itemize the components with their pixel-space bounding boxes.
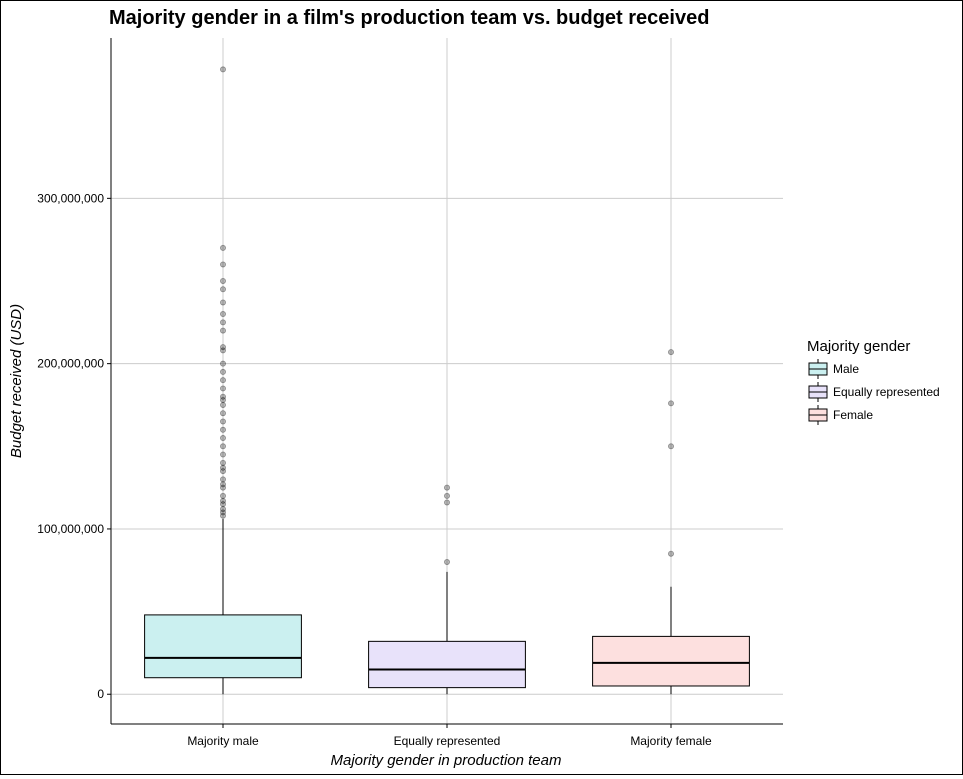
x-axis-title: Majority gender in production team <box>331 752 562 769</box>
outlier-point <box>219 426 226 433</box>
outlier-point <box>219 385 226 392</box>
outlier-point <box>219 286 226 293</box>
outlier-point <box>219 484 226 491</box>
outlier-point <box>219 459 226 466</box>
box-iqr <box>368 640 526 689</box>
outlier-point <box>219 410 226 417</box>
outlier-point <box>219 468 226 475</box>
outlier-point <box>443 499 450 506</box>
outlier-point <box>219 66 226 73</box>
outlier-point <box>219 299 226 306</box>
box-group-male <box>144 66 302 695</box>
outlier-point <box>219 418 226 425</box>
box-iqr <box>592 635 750 687</box>
outlier-point <box>219 464 226 471</box>
y-axis-title: Budget received (USD) <box>8 304 25 458</box>
outlier-point <box>219 512 226 519</box>
outlier-point <box>443 559 450 566</box>
outlier-point <box>219 451 226 458</box>
outlier-point <box>219 497 226 504</box>
outlier-point <box>443 484 450 491</box>
outlier-point <box>219 327 226 334</box>
legend-title: Majority gender <box>807 338 910 355</box>
outlier-point <box>219 277 226 284</box>
outlier-point <box>219 261 226 268</box>
box-group-equally-represented <box>368 484 526 695</box>
legend-item-female: Female <box>808 405 873 425</box>
outlier-point <box>219 506 226 513</box>
legend-label: Female <box>833 408 873 422</box>
outlier-point <box>219 443 226 450</box>
outlier-point <box>219 344 226 351</box>
outlier-point <box>219 435 226 442</box>
chart-title: Majority gender in a film's production t… <box>109 7 709 29</box>
box-group-female <box>592 349 750 695</box>
y-tick-label: 300,000,000 <box>37 191 104 205</box>
outlier-point <box>219 501 226 508</box>
x-tick-label: Majority male <box>187 734 259 748</box>
outlier-point <box>443 492 450 499</box>
y-tick-label: 100,000,000 <box>37 522 104 536</box>
x-tick-label: Equally represented <box>394 734 501 748</box>
x-tick-labels: Majority male Equally represented Majority… <box>187 724 712 748</box>
outlier-point <box>219 319 226 326</box>
outlier-point <box>219 509 226 516</box>
legend: Majority gender Male Equally represented F… <box>807 338 940 425</box>
outlier-point <box>219 244 226 251</box>
outlier-point <box>668 443 675 450</box>
legend-item-male: Male <box>808 359 859 379</box>
outlier-point <box>668 400 675 407</box>
outlier-point <box>219 368 226 375</box>
box-series <box>144 66 750 695</box>
legend-label: Equally represented <box>833 385 940 399</box>
y-tick-label: 200,000,000 <box>37 357 104 371</box>
y-tick-labels: 0 100,000,000 200,000,000 300,000,000 <box>37 191 111 701</box>
box-iqr <box>144 614 302 679</box>
outlier-point <box>219 481 226 488</box>
outlier-point <box>219 393 226 400</box>
legend-label: Male <box>833 362 859 376</box>
outlier-point <box>219 397 226 404</box>
outlier-point <box>219 311 226 318</box>
outlier-point <box>219 476 226 483</box>
outlier-point <box>219 360 226 367</box>
x-tick-label: Majority female <box>630 734 712 748</box>
outlier-point <box>219 377 226 384</box>
outlier-point <box>219 401 226 408</box>
y-tick-label: 0 <box>97 687 104 701</box>
outlier-point <box>219 347 226 354</box>
outlier-point <box>668 550 675 557</box>
outlier-point <box>219 492 226 499</box>
outlier-point <box>668 349 675 356</box>
legend-item-equally-represented: Equally represented <box>808 382 940 402</box>
